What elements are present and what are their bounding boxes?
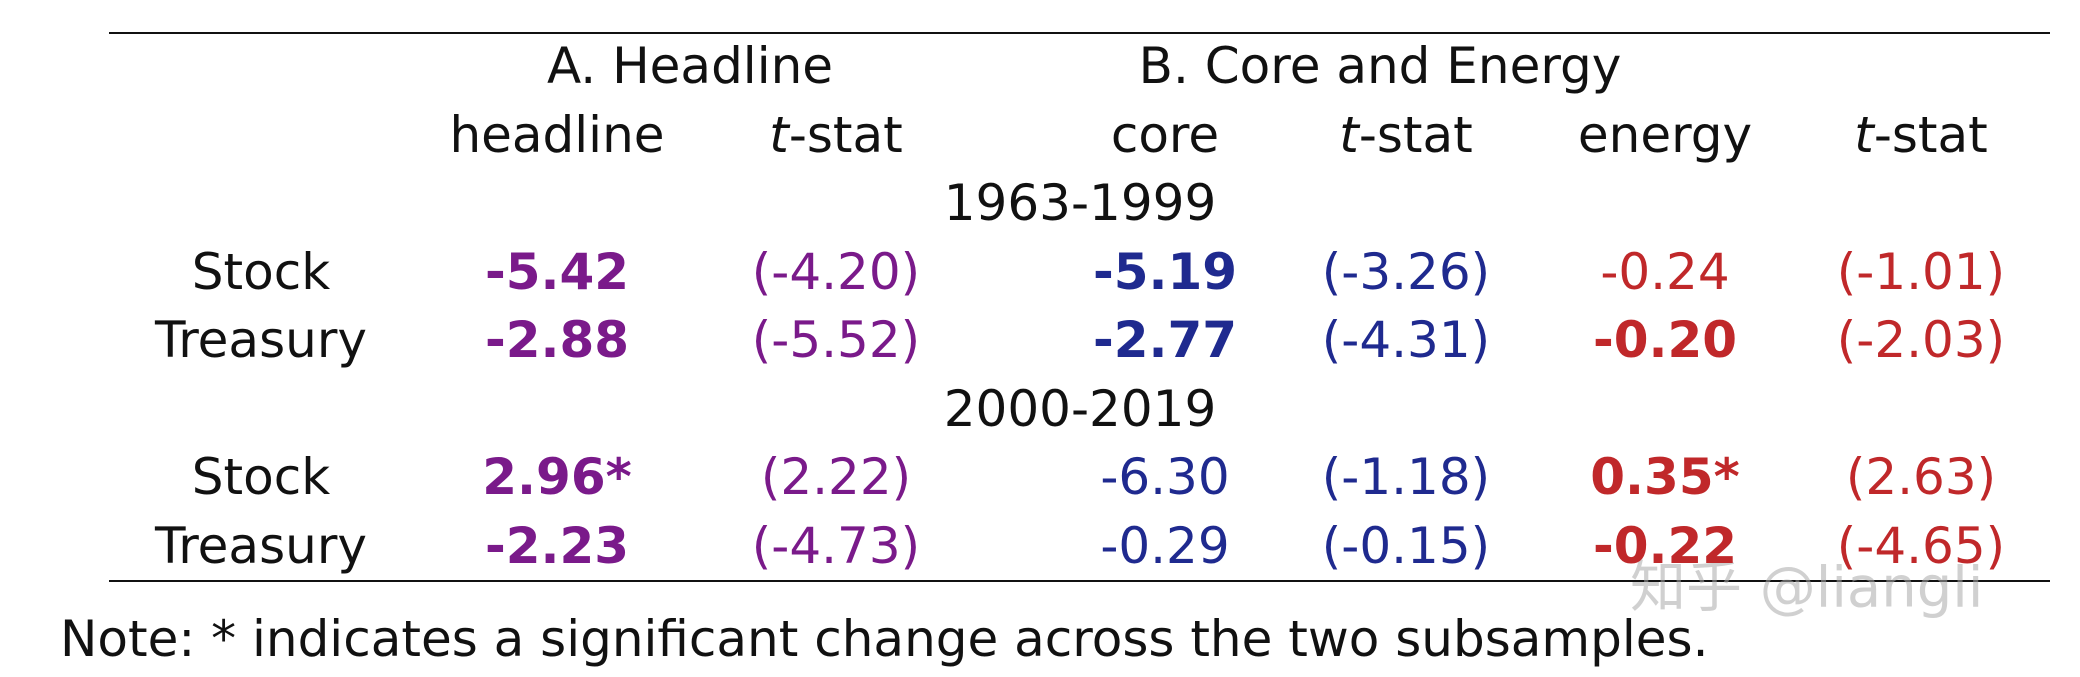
cell: -5.19 [1092,242,1238,301]
cell: -2.88 [484,311,630,369]
column-header: t-stat [1854,106,1988,164]
note: Note: * indicates a significant change a… [60,610,1709,668]
column-header: t-stat [769,106,903,164]
cell: (-2.03) [1836,311,2006,369]
column-header: core [1110,106,1220,164]
period-label: 1963-1999 [943,174,1217,232]
cell: -6.30 [1100,448,1230,506]
cell: (-4.73) [751,516,921,575]
cell: (-3.26) [1321,242,1491,301]
cell: -0.20 [1592,311,1738,369]
cell: (2.63) [1845,448,1997,506]
cell: -0.22 [1592,516,1738,575]
row-label: Stock [191,448,331,506]
row-label: Treasury [155,516,367,575]
cell: -2.77 [1092,311,1238,369]
group-header: B. Core and Energy [1138,37,1622,95]
cell: 2.96* [482,448,632,506]
cell: -5.42 [484,242,630,301]
row-label: Treasury [155,311,367,369]
cell: -0.24 [1600,242,1730,301]
bottom-rule [109,580,2050,582]
row-label: Stock [191,242,331,301]
cell: 0.35* [1590,448,1740,506]
cell: -0.29 [1100,516,1230,575]
watermark: 知乎 @liangli [1630,555,1984,621]
period-label: 2000-2019 [943,379,1217,438]
cell: (-1.01) [1836,242,2006,301]
cell: (-4.20) [751,242,921,301]
column-header: t-stat [1339,106,1473,164]
group-header: A. Headline [546,37,834,95]
cell: (2.22) [760,448,912,506]
cell: -2.23 [484,516,630,575]
column-header: energy [1577,106,1753,164]
cell: (-5.52) [751,311,921,369]
cell: (-1.18) [1321,448,1491,506]
top-rule [109,32,2050,34]
cell: (-0.15) [1321,516,1491,575]
cell: (-4.31) [1321,311,1491,369]
column-header: headline [449,106,665,164]
cell: (-4.65) [1836,516,2006,575]
